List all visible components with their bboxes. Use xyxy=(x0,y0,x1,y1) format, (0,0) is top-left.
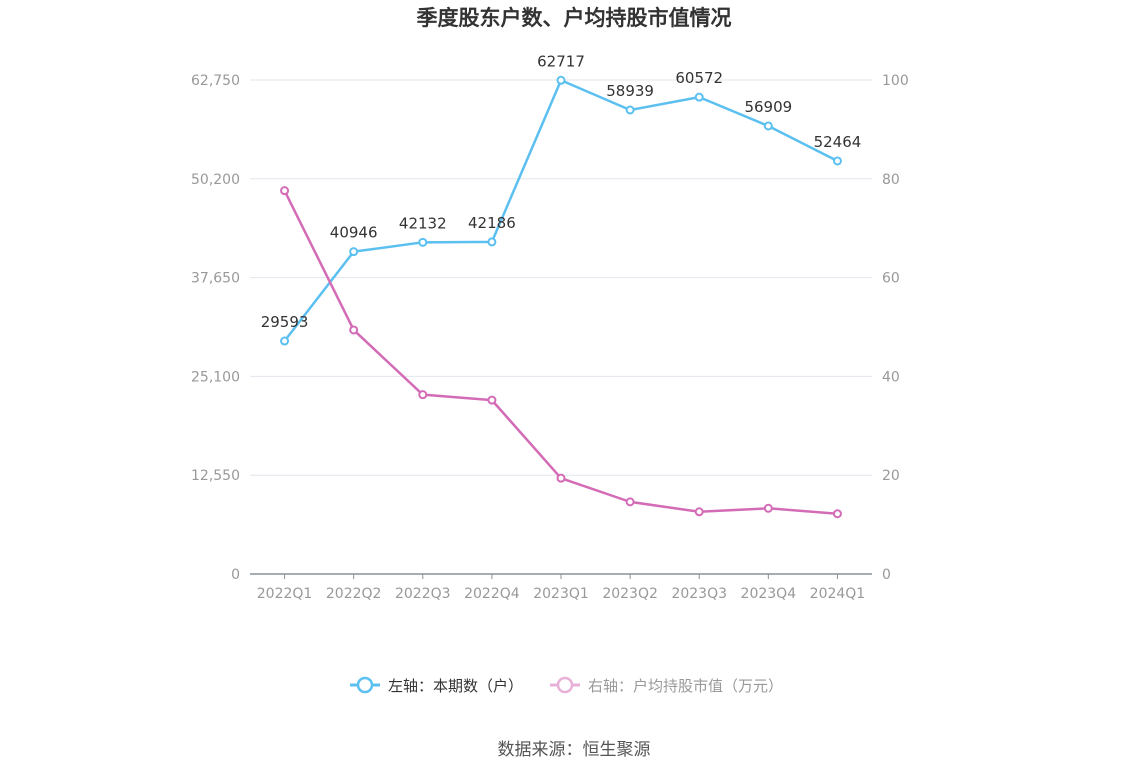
left-tick-label: 0 xyxy=(231,567,240,583)
series-1-point[interactable] xyxy=(418,237,428,247)
series-2-point[interactable] xyxy=(280,186,290,196)
right-tick-label: 100 xyxy=(882,73,909,89)
x-tick-label: 2022Q3 xyxy=(395,586,451,602)
left-tick-label: 62,750 xyxy=(191,73,240,89)
left-tick-label: 12,550 xyxy=(191,468,240,484)
left-y-axis: 0 12,550 25,100 37,650 50,200 62,750 xyxy=(191,73,240,583)
data-label: 52464 xyxy=(814,133,862,151)
series-1-point[interactable] xyxy=(349,247,359,257)
x-tick-label: 2022Q4 xyxy=(464,586,520,602)
legend[interactable]: 左轴：本期数（户） 右轴：户均持股市值（万元） xyxy=(350,676,783,695)
data-label: 29593 xyxy=(261,313,309,331)
x-tick-label: 2022Q2 xyxy=(326,586,382,602)
series-1-point[interactable] xyxy=(280,336,290,346)
series-1-point[interactable] xyxy=(832,156,842,166)
x-tick-label: 2023Q4 xyxy=(741,586,797,602)
grid xyxy=(250,79,872,476)
data-label: 60572 xyxy=(675,69,723,87)
right-tick-label: 80 xyxy=(882,172,900,188)
data-label: 42132 xyxy=(399,214,447,232)
left-tick-label: 50,200 xyxy=(191,172,240,188)
right-tick-label: 40 xyxy=(882,369,900,385)
series-2-point[interactable] xyxy=(418,390,428,400)
right-tick-label: 0 xyxy=(882,567,891,583)
legend-label: 右轴：户均持股市值（万元） xyxy=(588,677,783,695)
data-label: 58939 xyxy=(606,82,654,100)
right-tick-label: 60 xyxy=(882,271,900,287)
series-1-point[interactable] xyxy=(487,237,497,247)
data-label: 62717 xyxy=(537,52,585,70)
right-tick-label: 20 xyxy=(882,468,900,484)
legend-item-2[interactable]: 右轴：户均持股市值（万元） xyxy=(550,676,783,695)
chart-title: 季度股东户数、户均持股市值情况 xyxy=(417,6,732,30)
x-tick-label: 2022Q1 xyxy=(257,586,313,602)
left-tick-label: 37,650 xyxy=(191,271,240,287)
series-1-point[interactable] xyxy=(556,75,566,85)
data-label: 40946 xyxy=(330,224,378,242)
series-layer xyxy=(280,75,842,519)
series-2-point[interactable] xyxy=(694,507,704,517)
series-line-1 xyxy=(283,79,839,342)
left-tick-label: 25,100 xyxy=(191,369,240,385)
series-2-point[interactable] xyxy=(556,473,566,483)
right-y-axis: 0 20 40 60 80 100 xyxy=(882,73,909,583)
legend-swatch-marker xyxy=(356,676,374,694)
data-label: 42186 xyxy=(468,214,516,232)
x-tick-label: 2023Q1 xyxy=(533,586,589,602)
source-note: 数据来源：恒生聚源 xyxy=(498,740,651,760)
series-2-point[interactable] xyxy=(763,503,773,513)
legend-swatch-marker xyxy=(556,676,574,694)
x-tick-label: 2023Q3 xyxy=(671,586,727,602)
series-2-point[interactable] xyxy=(832,509,842,519)
x-tick-label: 2023Q2 xyxy=(602,586,658,602)
x-axis: 2022Q1 2022Q2 2022Q3 2022Q4 2023Q1 2023Q2 2023… xyxy=(250,573,872,602)
series-2-point[interactable] xyxy=(625,497,635,507)
legend-label: 左轴：本期数（户） xyxy=(388,677,523,695)
series-2-point[interactable] xyxy=(487,395,497,405)
series-1-point[interactable] xyxy=(625,105,635,115)
x-tick-label: 2024Q1 xyxy=(810,586,866,602)
data-labels: 29593 40946 42132 42186 62717 58939 60572 56909… xyxy=(261,52,862,331)
legend-item-1[interactable]: 左轴：本期数（户） xyxy=(350,676,523,695)
series-1-point[interactable] xyxy=(763,121,773,131)
data-label: 56909 xyxy=(744,98,792,116)
series-1-point[interactable] xyxy=(694,92,704,102)
series-2-point[interactable] xyxy=(349,325,359,335)
